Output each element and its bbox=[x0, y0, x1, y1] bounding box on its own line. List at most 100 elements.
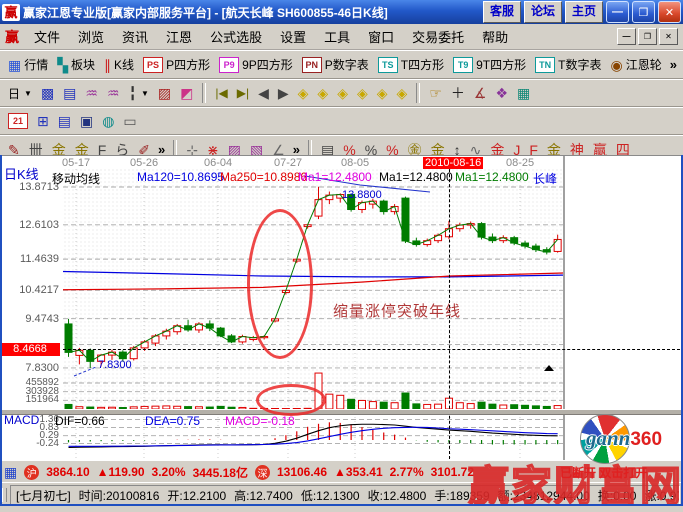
next-button[interactable]: ▶ bbox=[274, 82, 293, 104]
calculator-button-icon: ⊞ bbox=[37, 114, 49, 128]
grid-tool-button[interactable]: ▦ bbox=[513, 82, 534, 104]
zoom-h-out-button[interactable]: ◈ bbox=[294, 82, 313, 104]
ma-value-label: Ma250=10.8986 bbox=[220, 170, 307, 184]
zoom-v-in-button-icon: ◈ bbox=[357, 86, 368, 100]
menu-item[interactable]: 工具 bbox=[315, 29, 359, 46]
bar-grip[interactable] bbox=[2, 488, 7, 502]
axis-label: 9.4743 bbox=[0, 313, 59, 325]
pattern-red-button[interactable]: ▨ bbox=[154, 82, 175, 104]
zoom-h-in-button[interactable]: ◈ bbox=[313, 82, 332, 104]
maximize-button[interactable]: ❐ bbox=[632, 1, 655, 23]
customer-service-button[interactable]: 客服 bbox=[483, 1, 521, 23]
menu-logo-icon: 赢 bbox=[5, 27, 19, 47]
web-export-button[interactable]: ◍ bbox=[98, 110, 118, 132]
wave-3-button[interactable]: ♒ bbox=[81, 82, 102, 104]
gann-wheel-button-icon: ◉ bbox=[610, 58, 622, 72]
app-logo-icon: 赢 bbox=[2, 4, 20, 21]
zoom-out-button-icon: ◈ bbox=[377, 86, 388, 100]
gann-box-tool-button[interactable]: ❖ bbox=[491, 82, 512, 104]
9p-square-button-icon: P9 bbox=[219, 57, 239, 73]
zoom-in-button-icon: ◈ bbox=[397, 86, 408, 100]
menu-item[interactable]: 交易委托 bbox=[403, 29, 473, 46]
print-button[interactable]: ▭ bbox=[119, 110, 140, 132]
date-tick-label: 08-25 bbox=[506, 157, 534, 169]
sh-index-change: ▲119.90 bbox=[97, 465, 145, 479]
save-button[interactable]: ▣ bbox=[76, 110, 97, 132]
prev-button[interactable]: ◀ bbox=[254, 82, 273, 104]
menu-item[interactable]: 帮助 bbox=[473, 29, 517, 46]
sz-index-change: ▲353.41 bbox=[334, 465, 383, 479]
p-digit-button-icon: PN bbox=[302, 57, 322, 73]
close-button[interactable]: ✕ bbox=[658, 1, 681, 23]
menu-item[interactable]: 浏览 bbox=[69, 29, 113, 46]
mdi-close-button[interactable]: ✕ bbox=[659, 28, 678, 45]
last-page-button[interactable]: ▶| bbox=[233, 82, 253, 104]
wave-9-button[interactable]: ♒ bbox=[103, 82, 124, 104]
color-bar-button[interactable]: ◩ bbox=[176, 82, 197, 104]
web-export-button-icon: ◍ bbox=[102, 114, 114, 128]
toolbar-navigation: 日▼▩▤♒♒╏▼▨◩|◀▶|◀▶◈◈◈◈◈◈☞＋∡❖▦ bbox=[0, 79, 683, 107]
info-list-button[interactable]: ▤ bbox=[59, 82, 80, 104]
menu-item[interactable]: 公式选股 bbox=[201, 29, 271, 46]
gann360-text: gann bbox=[586, 426, 630, 450]
toolbar-overflow-chevron[interactable]: » bbox=[667, 57, 680, 72]
candle-style-dropdown-icon: ╏ bbox=[129, 86, 137, 100]
angle-tool-button[interactable]: ∡ bbox=[470, 82, 491, 104]
t-digit-button-icon: TN bbox=[535, 57, 555, 73]
sector-button[interactable]: ▚板块 bbox=[53, 54, 99, 76]
angle-tool-button-icon: ∡ bbox=[474, 86, 487, 100]
period-day-dropdown[interactable]: 日▼ bbox=[4, 82, 36, 104]
kline-button[interactable]: ∥K线 bbox=[100, 54, 138, 76]
first-page-button[interactable]: |◀ bbox=[211, 82, 231, 104]
crosshair-tool-button[interactable]: ＋ bbox=[447, 82, 469, 104]
kline-button-label: K线 bbox=[114, 56, 134, 73]
hand-tool-button-icon: ☞ bbox=[429, 86, 442, 100]
calendar-button[interactable]: 21 bbox=[4, 110, 32, 132]
axis-label: 7.8300 bbox=[0, 362, 59, 374]
grid-tool-button-icon: ▦ bbox=[517, 86, 530, 100]
market-grid-icon[interactable]: ▦ bbox=[4, 464, 17, 481]
shenzhen-badge-icon: 深 bbox=[255, 465, 270, 480]
gann-wheel-button[interactable]: ◉江恩轮 bbox=[606, 54, 665, 76]
menu-item[interactable]: 江恩 bbox=[157, 29, 201, 46]
homepage-button[interactable]: 主页 bbox=[565, 1, 603, 23]
zoom-in-button[interactable]: ◈ bbox=[393, 82, 412, 104]
zoom-out-button[interactable]: ◈ bbox=[373, 82, 392, 104]
zoom-v-out-button[interactable]: ◈ bbox=[333, 82, 352, 104]
menu-item[interactable]: 资讯 bbox=[113, 29, 157, 46]
notes-button[interactable]: ▤ bbox=[54, 110, 75, 132]
menu-item[interactable]: 文件 bbox=[25, 29, 69, 46]
window-edge-left bbox=[0, 155, 2, 506]
minimize-button[interactable]: — bbox=[606, 1, 629, 23]
quote-button[interactable]: ▦行情 bbox=[4, 54, 52, 76]
forum-button[interactable]: 论坛 bbox=[524, 1, 562, 23]
menu-item[interactable]: 设置 bbox=[271, 29, 315, 46]
mdi-minimize-button[interactable]: — bbox=[617, 28, 636, 45]
crosshair-tool-button-icon: ＋ bbox=[451, 86, 465, 100]
date-tick-label: 08-05 bbox=[341, 157, 369, 169]
calculator-button[interactable]: ⊞ bbox=[33, 110, 53, 132]
macd-histogram bbox=[69, 422, 558, 444]
axis-label: 10.4217 bbox=[0, 284, 59, 296]
period-day-dropdown-label: 日 bbox=[8, 85, 20, 102]
date-tick-label: 06-04 bbox=[204, 157, 232, 169]
chart-pattern-button[interactable]: ▩ bbox=[37, 82, 58, 104]
next-button-icon: ▶ bbox=[278, 86, 289, 100]
ma-value-label: 移动均线 bbox=[52, 170, 100, 187]
ma-value-label: Ma1=12.4800 bbox=[379, 170, 453, 184]
hand-tool-button[interactable]: ☞ bbox=[425, 82, 446, 104]
low-pointer-line bbox=[74, 367, 96, 376]
disconnected-notice[interactable]: 已断开 双击打开 bbox=[560, 464, 647, 481]
zoom-h-in-button-icon: ◈ bbox=[317, 86, 328, 100]
candle-style-dropdown[interactable]: ╏▼ bbox=[125, 82, 153, 104]
zoom-v-in-button[interactable]: ◈ bbox=[353, 82, 372, 104]
menu-item[interactable]: 窗口 bbox=[359, 29, 403, 46]
axis-label: 12.6103 bbox=[0, 219, 59, 231]
mdi-restore-button[interactable]: ❐ bbox=[638, 28, 657, 45]
